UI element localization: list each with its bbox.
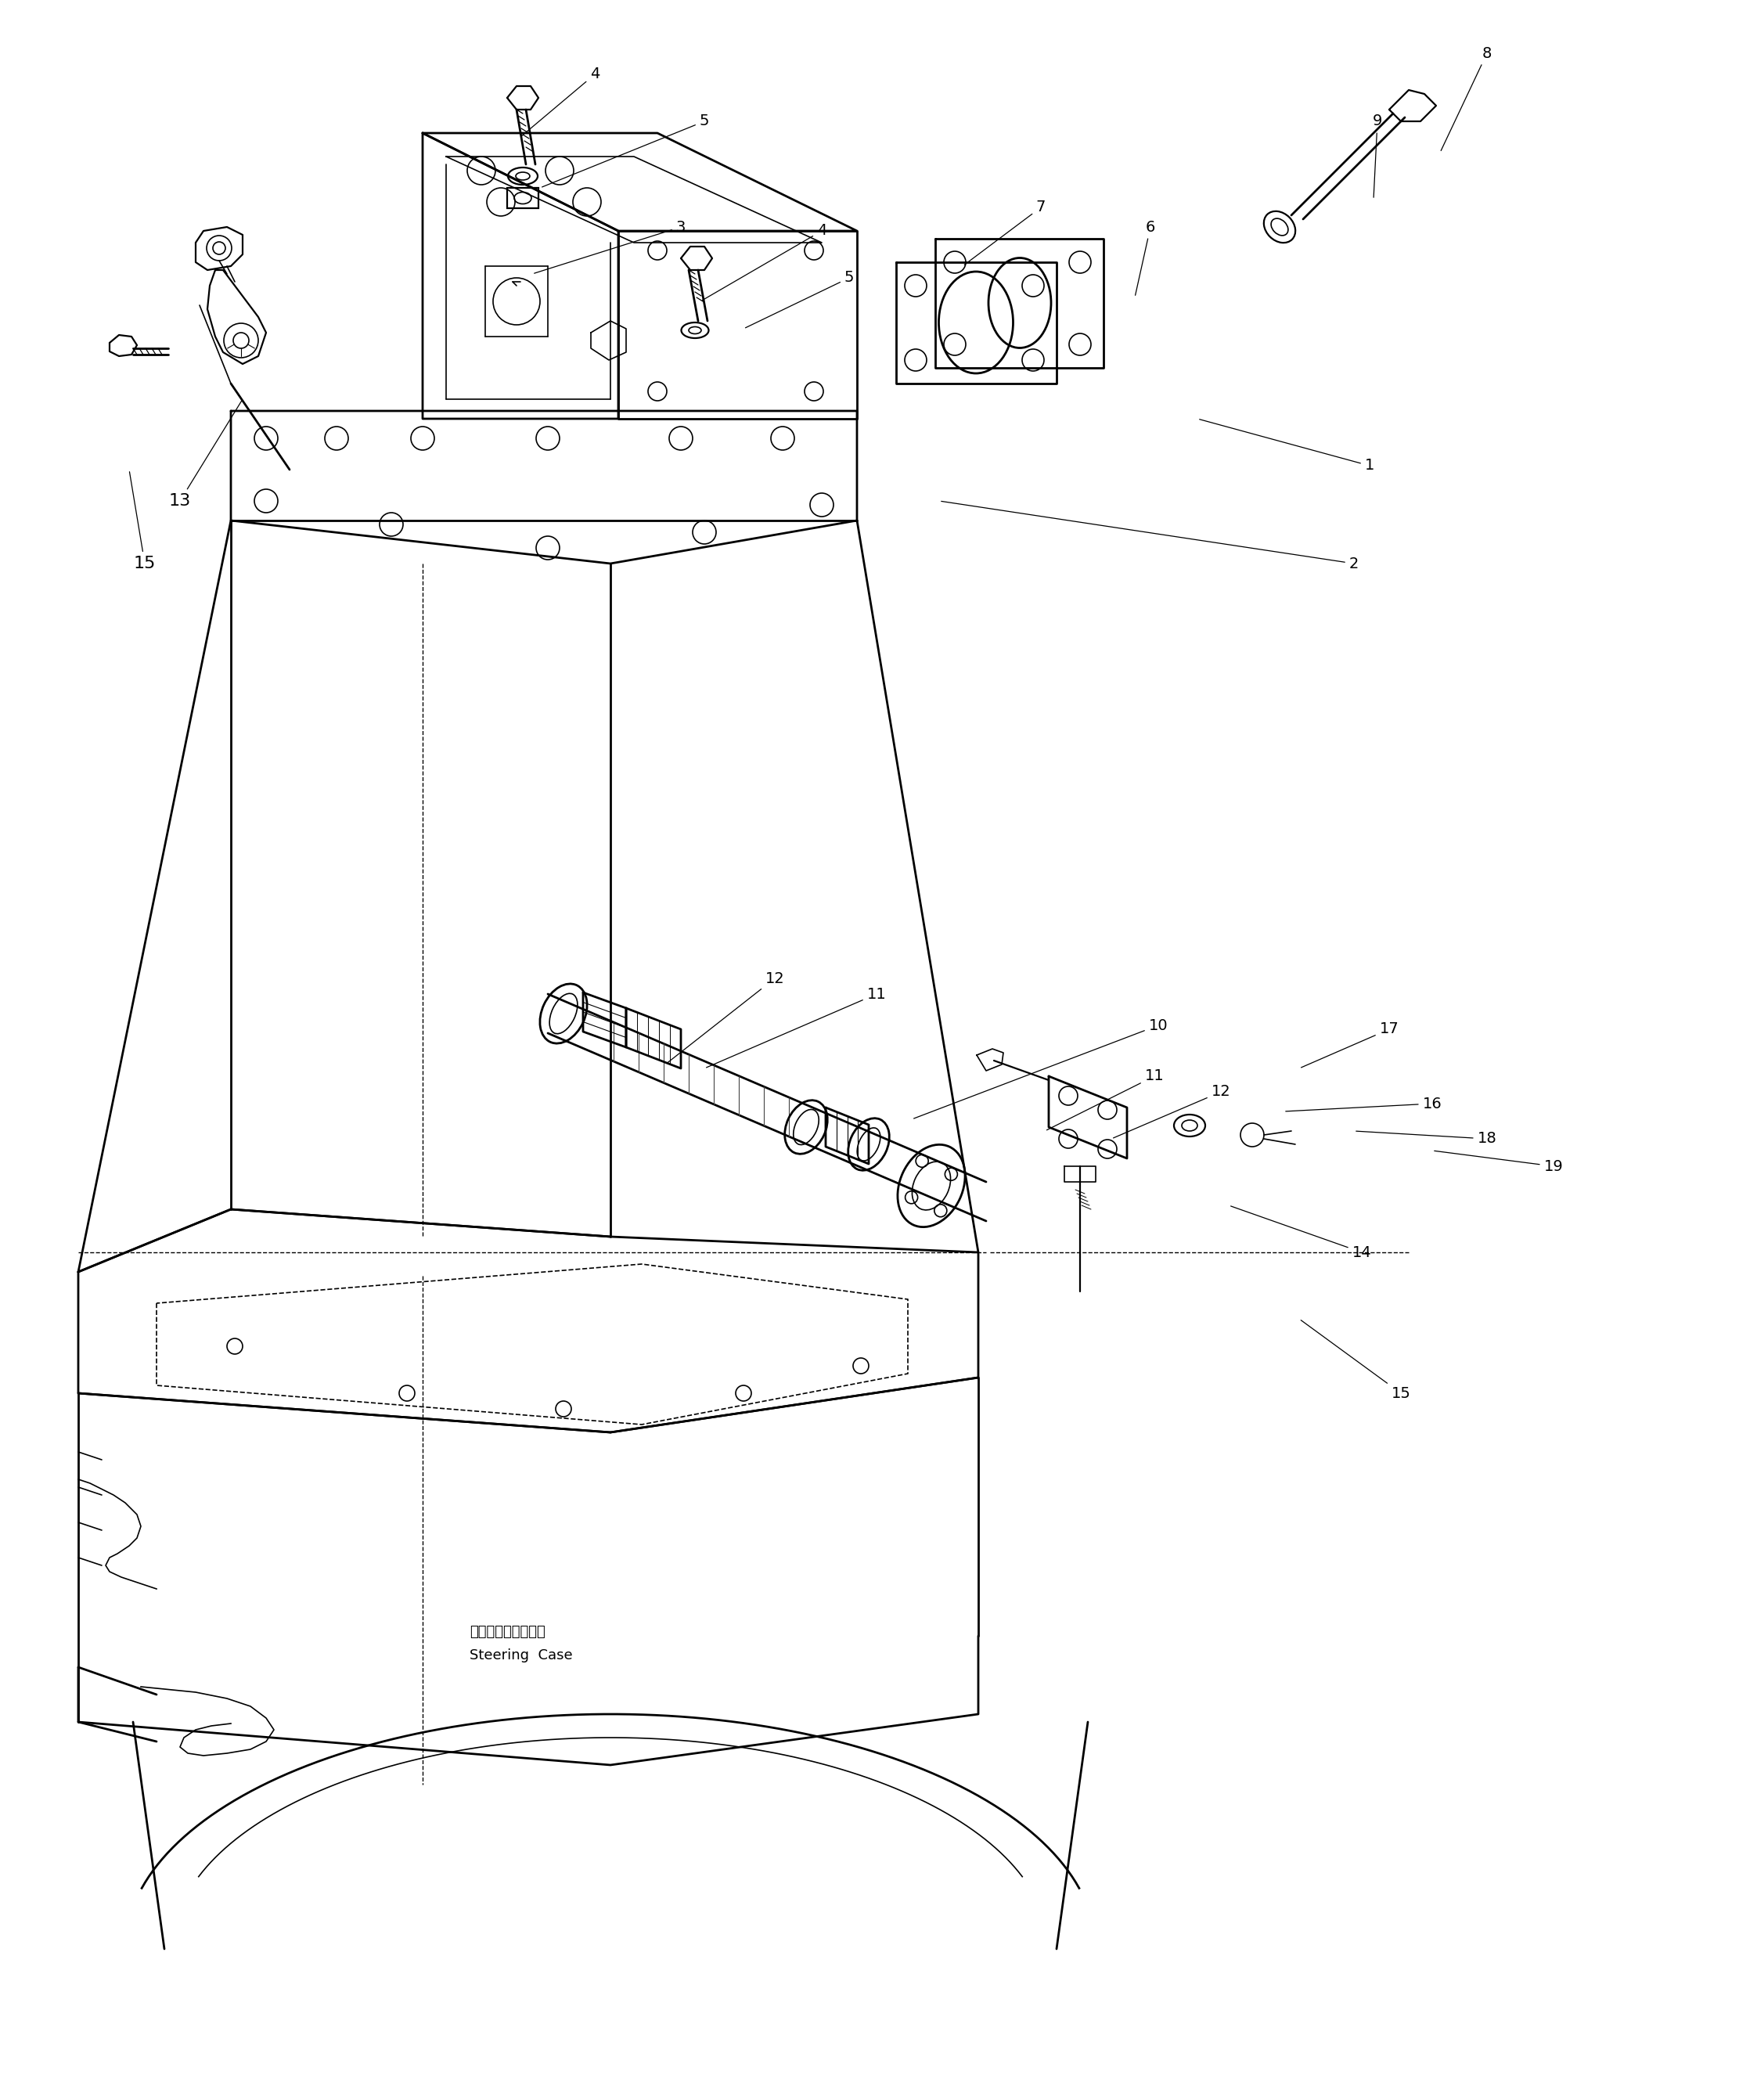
- Text: 7: 7: [965, 199, 1045, 265]
- Text: 15: 15: [1301, 1321, 1410, 1401]
- Bar: [508, 187, 539, 208]
- Text: 11: 11: [706, 987, 887, 1067]
- Text: 17: 17: [1301, 1023, 1398, 1067]
- Text: 19: 19: [1435, 1151, 1563, 1174]
- Text: 4: 4: [522, 67, 600, 136]
- Text: 2: 2: [941, 502, 1358, 571]
- Text: Steering  Case: Steering Case: [470, 1648, 572, 1663]
- Text: 9: 9: [1372, 113, 1383, 197]
- Text: 16: 16: [1285, 1096, 1442, 1111]
- Text: 15: 15: [129, 472, 157, 571]
- Text: 5: 5: [746, 271, 854, 328]
- Text: 14: 14: [1231, 1205, 1372, 1260]
- Text: 8: 8: [1442, 46, 1492, 151]
- Text: 4: 4: [703, 223, 826, 300]
- Text: 12: 12: [668, 970, 784, 1063]
- Text: 13: 13: [169, 401, 242, 508]
- Text: 10: 10: [913, 1018, 1169, 1119]
- Text: ステアリングケース: ステアリングケース: [470, 1625, 546, 1638]
- Text: 3: 3: [534, 220, 685, 273]
- Text: 12: 12: [1113, 1084, 1231, 1138]
- Text: 5: 5: [543, 113, 710, 187]
- Text: 18: 18: [1356, 1132, 1497, 1147]
- Text: 11: 11: [1047, 1069, 1163, 1130]
- Text: 1: 1: [1200, 420, 1374, 472]
- Text: 6: 6: [1136, 220, 1155, 296]
